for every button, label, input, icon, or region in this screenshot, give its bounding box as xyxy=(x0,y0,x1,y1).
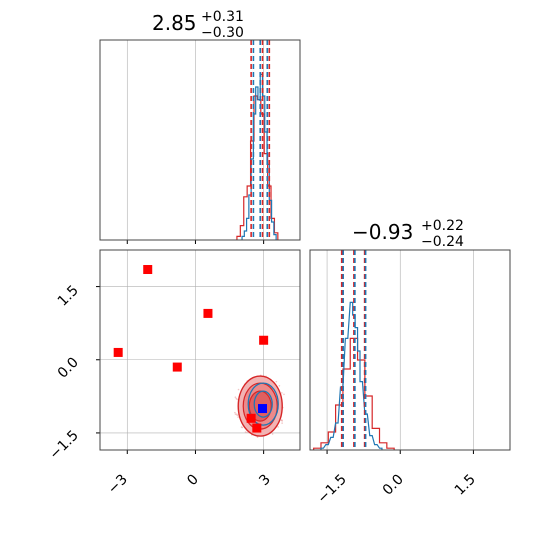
panel-frame xyxy=(309,249,511,451)
sample-point xyxy=(234,396,237,398)
y2-tick-label: 1.5 xyxy=(55,283,82,310)
param2-title-minus: −0.24 xyxy=(421,234,464,250)
panel-frame xyxy=(99,249,301,451)
x2-tick-label: 0.0 xyxy=(380,472,407,499)
param2-title-value: −0.93 xyxy=(352,220,413,244)
sample-point xyxy=(283,393,285,396)
param1-title-value: 2.85 xyxy=(152,11,197,35)
marginal-histogram-param1 xyxy=(99,39,301,244)
panel-frame xyxy=(99,39,301,241)
marker-red-square xyxy=(252,423,262,433)
sample-point xyxy=(237,416,239,418)
contour-blue-inner xyxy=(253,390,273,418)
sample-point xyxy=(281,419,283,421)
y2-tick-label: −1.5 xyxy=(46,428,81,463)
x1-tick-label: 0 xyxy=(184,472,202,490)
sample-point xyxy=(234,411,236,414)
sample-point xyxy=(241,426,244,429)
marker-red-square xyxy=(143,265,153,275)
sample-point xyxy=(236,414,239,417)
sample-point xyxy=(277,426,279,428)
x1-tick-label: 3 xyxy=(256,472,274,490)
marker-blue-square xyxy=(258,404,267,414)
x2-tick-label: −1.5 xyxy=(314,472,349,507)
sample-point xyxy=(235,397,238,400)
marker-red-square xyxy=(203,308,213,318)
x1-tick-label: −3 xyxy=(105,472,131,498)
marker-red-square xyxy=(246,413,256,423)
sample-point xyxy=(281,392,283,394)
marker-red-square xyxy=(113,347,123,357)
param1-title-plus: +0.31 xyxy=(201,9,244,25)
param1-title-minus: −0.30 xyxy=(201,25,244,41)
sample-point xyxy=(244,431,247,433)
joint-posterior-panel xyxy=(96,249,301,454)
sample-point xyxy=(237,388,240,391)
sample-point xyxy=(246,431,248,434)
sample-point xyxy=(234,413,237,416)
sample-point xyxy=(256,436,259,439)
x2-tick-label: 1.5 xyxy=(452,472,479,499)
sample-point xyxy=(271,433,274,435)
param2-title-plus: +0.22 xyxy=(421,218,464,234)
contour-blue-outer xyxy=(247,382,279,426)
histogram-blue xyxy=(241,73,277,240)
marginal-histogram-param2 xyxy=(309,249,511,454)
sample-point xyxy=(281,422,283,424)
marker-red-square xyxy=(172,362,182,372)
sample-point xyxy=(278,384,281,387)
marker-red-square xyxy=(259,335,269,345)
y2-tick-label: 0.0 xyxy=(55,355,82,382)
sample-point xyxy=(275,380,278,383)
